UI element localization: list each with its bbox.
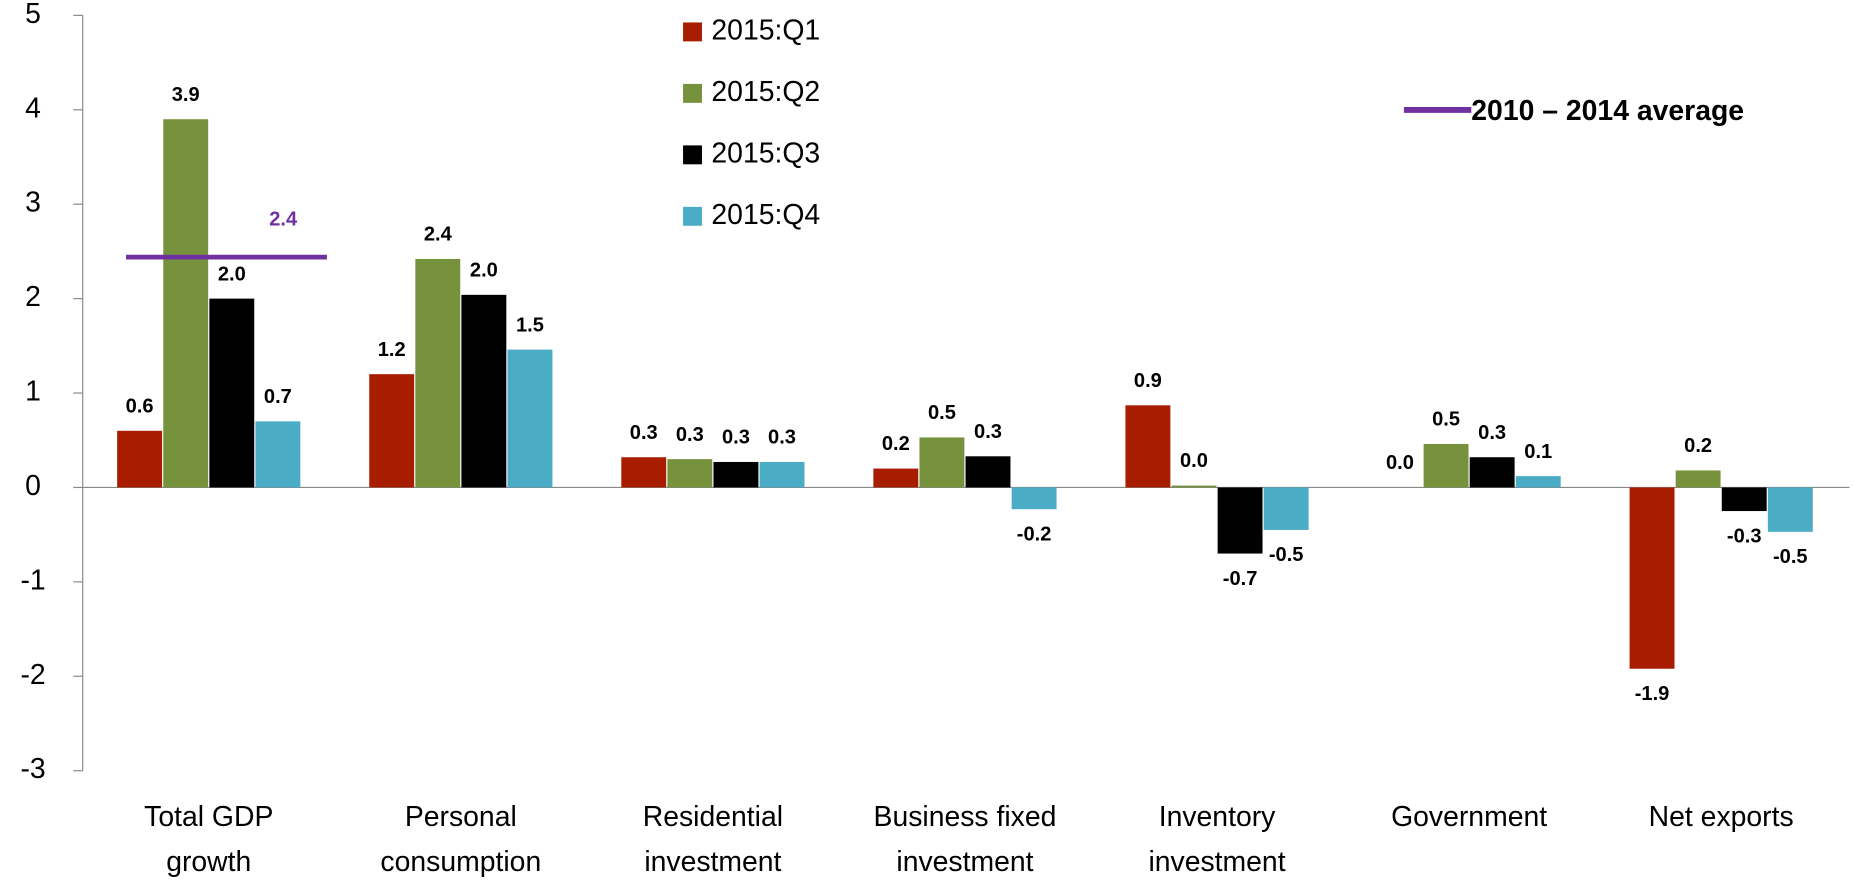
- legend-label: 2015:Q4: [711, 199, 820, 231]
- x-tick-label: Residential investment: [643, 802, 783, 879]
- x-tick-label: Net exports: [1649, 802, 1794, 834]
- x-tick-line: Total GDP: [144, 802, 273, 834]
- data-label: -0.5: [1773, 546, 1808, 568]
- bar: [1767, 487, 1813, 532]
- bar: [1171, 485, 1217, 488]
- data-label: 0.1: [1524, 441, 1552, 463]
- y-tick-label: 2: [25, 281, 41, 313]
- data-label: 0.0: [1180, 450, 1208, 472]
- bar: [209, 298, 255, 488]
- bar: [621, 457, 667, 488]
- bar: [369, 374, 415, 488]
- bar: [1423, 444, 1469, 488]
- bar: [117, 430, 163, 488]
- average-label: 2.4: [269, 209, 298, 231]
- y-tick-label: -2: [20, 659, 45, 691]
- data-label: 2.0: [470, 260, 498, 282]
- bar: [163, 119, 209, 488]
- data-label: 2.4: [424, 224, 453, 246]
- x-tick-line: investment: [644, 847, 781, 879]
- bar: [1469, 457, 1515, 488]
- data-label: -0.2: [1017, 523, 1052, 545]
- bar: [713, 461, 759, 488]
- data-label: 0.9: [1134, 370, 1162, 392]
- data-label: 2.0: [218, 263, 246, 285]
- legend-swatch: [683, 206, 702, 226]
- bar: [1629, 487, 1675, 669]
- legend-label: 2015:Q2: [711, 76, 820, 108]
- x-tick-line: growth: [166, 847, 251, 879]
- legend-swatch: [683, 22, 702, 42]
- x-tick-label: Business fixed investment: [874, 802, 1057, 879]
- data-label: 0.3: [974, 421, 1002, 443]
- y-tick-label: 4: [25, 92, 41, 124]
- data-label: 0.3: [722, 427, 750, 449]
- bar: [255, 421, 301, 488]
- bar: [507, 349, 553, 488]
- x-tick-label: Personal consumption: [380, 802, 541, 879]
- x-tick-label: Government: [1391, 802, 1547, 834]
- data-label: 3.9: [172, 84, 200, 106]
- x-tick-line: consumption: [380, 847, 541, 879]
- legend-label: 2015:Q1: [711, 14, 820, 46]
- y-tick-label: 3: [25, 187, 41, 219]
- data-label: 0.5: [928, 402, 956, 424]
- data-label: 0.3: [768, 427, 796, 449]
- data-label: 1.2: [378, 339, 406, 361]
- data-label: -0.3: [1727, 525, 1762, 547]
- bar: [965, 456, 1011, 488]
- data-label: 0.3: [1478, 422, 1506, 444]
- x-tick-line: investment: [1148, 847, 1285, 879]
- y-tick-label: 5: [25, 0, 41, 30]
- bar: [1217, 487, 1263, 554]
- bar: [1011, 487, 1057, 510]
- data-label: -1.9: [1635, 683, 1670, 705]
- x-tick-line: Business fixed: [874, 802, 1057, 834]
- bar: [1721, 487, 1767, 512]
- y-tick-label: 1: [25, 376, 41, 408]
- data-label: 0.3: [630, 422, 658, 444]
- data-label: 0.7: [264, 386, 292, 408]
- bar: [1125, 405, 1171, 488]
- y-tick-label: -3: [20, 753, 45, 785]
- x-tick-line: Government: [1391, 802, 1547, 834]
- bar: [415, 258, 461, 488]
- bar: [667, 459, 713, 488]
- data-label: 0.2: [882, 433, 910, 455]
- data-label: 0.2: [1684, 435, 1712, 457]
- bar: [873, 468, 919, 488]
- bar: [1515, 476, 1561, 488]
- bar: [1263, 487, 1309, 530]
- x-tick-label: Total GDP growth: [144, 802, 273, 879]
- data-label: 0.3: [676, 424, 704, 446]
- bar: [759, 461, 805, 488]
- legend-label: 2010 – 2014 average: [1471, 95, 1744, 127]
- x-tick-line: Residential: [643, 802, 783, 834]
- bar: [919, 437, 965, 488]
- data-label: -0.7: [1223, 568, 1258, 590]
- x-tick-line: investment: [896, 847, 1033, 879]
- data-label: 0.0: [1386, 452, 1414, 474]
- data-label: 1.5: [516, 314, 544, 336]
- data-label: 0.6: [126, 395, 154, 417]
- legend-label: 2015:Q3: [711, 137, 820, 169]
- legend-swatch: [683, 145, 702, 165]
- data-label: -0.5: [1269, 544, 1304, 566]
- bar: [1675, 470, 1721, 488]
- legend-swatch: [683, 83, 702, 103]
- x-tick-label: Inventory investment: [1148, 802, 1285, 879]
- data-label: 0.5: [1432, 409, 1460, 431]
- x-tick-line: Inventory: [1159, 802, 1276, 834]
- x-tick-line: Net exports: [1649, 802, 1794, 834]
- y-tick-label: -1: [20, 564, 45, 596]
- y-tick-label: 0: [25, 470, 41, 502]
- x-tick-line: Personal: [405, 802, 517, 834]
- bar: [461, 294, 507, 488]
